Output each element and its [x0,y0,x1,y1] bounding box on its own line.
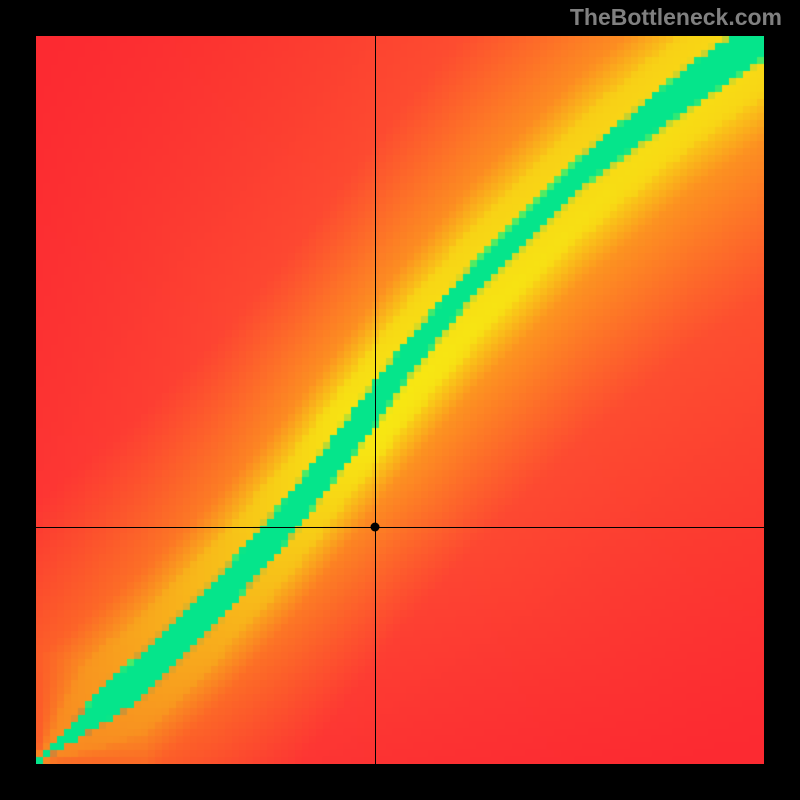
watermark-text: TheBottleneck.com [570,4,782,31]
heatmap-canvas [36,36,764,764]
heatmap-plot [36,36,764,764]
crosshair-vertical [375,36,376,764]
crosshair-marker [370,523,379,532]
crosshair-horizontal [36,527,764,528]
